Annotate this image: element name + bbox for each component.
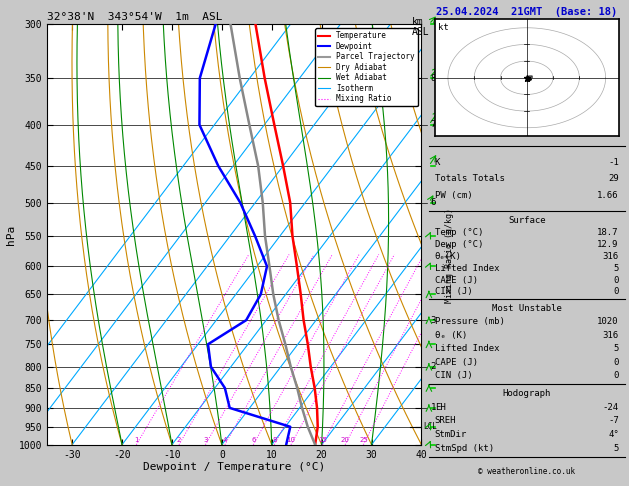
- Y-axis label: hPa: hPa: [6, 225, 16, 244]
- Text: Mixing Ratio (g/kg): Mixing Ratio (g/kg): [445, 208, 454, 303]
- Text: 1: 1: [134, 436, 138, 443]
- Text: -24: -24: [603, 403, 619, 412]
- Text: Dewp (°C): Dewp (°C): [435, 240, 483, 249]
- Text: 25: 25: [359, 436, 368, 443]
- Text: 4°: 4°: [608, 430, 619, 439]
- Text: 0: 0: [613, 371, 619, 380]
- Text: 0: 0: [613, 358, 619, 366]
- Text: K: K: [435, 157, 440, 167]
- Text: 29: 29: [608, 174, 619, 183]
- Text: Lifted Index: Lifted Index: [435, 264, 499, 273]
- Text: 10: 10: [286, 436, 296, 443]
- Text: 1.66: 1.66: [598, 191, 619, 200]
- Text: 316: 316: [603, 331, 619, 340]
- Text: CAPE (J): CAPE (J): [435, 276, 478, 285]
- Text: Totals Totals: Totals Totals: [435, 174, 504, 183]
- Text: PW (cm): PW (cm): [435, 191, 472, 200]
- Text: 6: 6: [431, 198, 436, 207]
- Text: 18.7: 18.7: [598, 228, 619, 238]
- Text: 0: 0: [613, 287, 619, 296]
- Text: Lifted Index: Lifted Index: [435, 344, 499, 353]
- Text: CAPE (J): CAPE (J): [435, 358, 478, 366]
- Text: 5: 5: [613, 444, 619, 452]
- Text: 316: 316: [603, 252, 619, 261]
- Legend: Temperature, Dewpoint, Parcel Trajectory, Dry Adiabat, Wet Adiabat, Isotherm, Mi: Temperature, Dewpoint, Parcel Trajectory…: [315, 28, 418, 106]
- Text: Surface: Surface: [508, 216, 545, 226]
- Text: CIN (J): CIN (J): [435, 371, 472, 380]
- Text: 3: 3: [203, 436, 208, 443]
- Text: Hodograph: Hodograph: [503, 389, 551, 398]
- X-axis label: Dewpoint / Temperature (°C): Dewpoint / Temperature (°C): [143, 462, 325, 472]
- Text: 25.04.2024  21GMT  (Base: 18): 25.04.2024 21GMT (Base: 18): [436, 7, 618, 17]
- Text: 15: 15: [318, 436, 326, 443]
- Text: 6: 6: [251, 436, 255, 443]
- Text: 2: 2: [431, 362, 436, 371]
- Text: 7: 7: [431, 120, 436, 129]
- Text: Pressure (mb): Pressure (mb): [435, 317, 504, 327]
- Text: 12.9: 12.9: [598, 240, 619, 249]
- Text: LCL: LCL: [423, 422, 437, 431]
- Text: 5: 5: [613, 264, 619, 273]
- Text: 2: 2: [177, 436, 181, 443]
- Text: θₑ(K): θₑ(K): [435, 252, 462, 261]
- Text: kt: kt: [438, 23, 449, 32]
- Text: StmSpd (kt): StmSpd (kt): [435, 444, 494, 452]
- Text: 32°38'N  343°54'W  1m  ASL: 32°38'N 343°54'W 1m ASL: [47, 12, 223, 22]
- Text: 5: 5: [613, 344, 619, 353]
- Text: -1: -1: [608, 157, 619, 167]
- Text: 1: 1: [431, 403, 436, 413]
- Text: EH: EH: [435, 403, 445, 412]
- Text: 20: 20: [341, 436, 350, 443]
- Text: θₑ (K): θₑ (K): [435, 331, 467, 340]
- Text: CIN (J): CIN (J): [435, 287, 472, 296]
- Text: 1020: 1020: [598, 317, 619, 327]
- Text: Most Unstable: Most Unstable: [492, 304, 562, 313]
- Text: 8: 8: [431, 73, 436, 83]
- Text: km: km: [412, 17, 424, 27]
- Text: SREH: SREH: [435, 417, 456, 425]
- Text: 3: 3: [431, 315, 436, 325]
- Text: 8: 8: [272, 436, 277, 443]
- Text: © weatheronline.co.uk: © weatheronline.co.uk: [478, 467, 576, 476]
- Text: 0: 0: [613, 276, 619, 285]
- Text: ASL: ASL: [412, 27, 430, 37]
- Text: -7: -7: [608, 417, 619, 425]
- Text: 4: 4: [223, 436, 227, 443]
- Text: StmDir: StmDir: [435, 430, 467, 439]
- Text: Temp (°C): Temp (°C): [435, 228, 483, 238]
